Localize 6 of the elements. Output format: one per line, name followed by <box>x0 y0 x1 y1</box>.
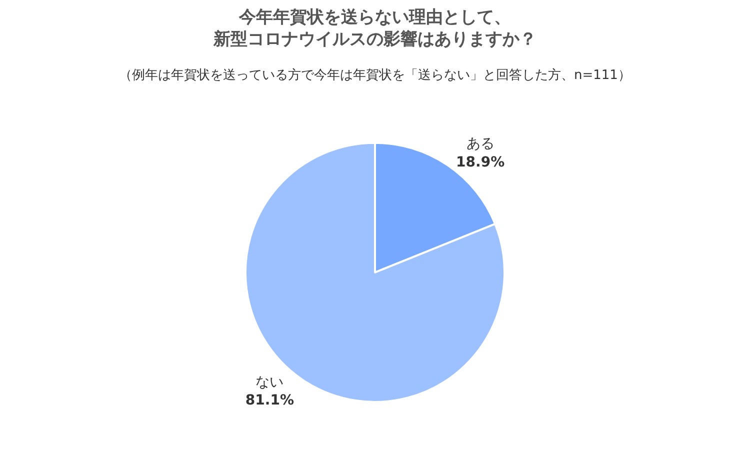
chart-title: 今年年賀状を送らない理由として、新型コロナウイルスの影響はありますか？ <box>212 8 536 50</box>
data-label: 81.1% <box>245 392 294 409</box>
chart-subtitle: （例年は年賀状を送っている方で今年は年賀状を「送らない」と回答した方、n=111） <box>119 67 631 83</box>
slice-label: ない <box>256 374 284 390</box>
slice-label: ある <box>466 136 494 152</box>
data-label: 18.9% <box>456 154 505 170</box>
